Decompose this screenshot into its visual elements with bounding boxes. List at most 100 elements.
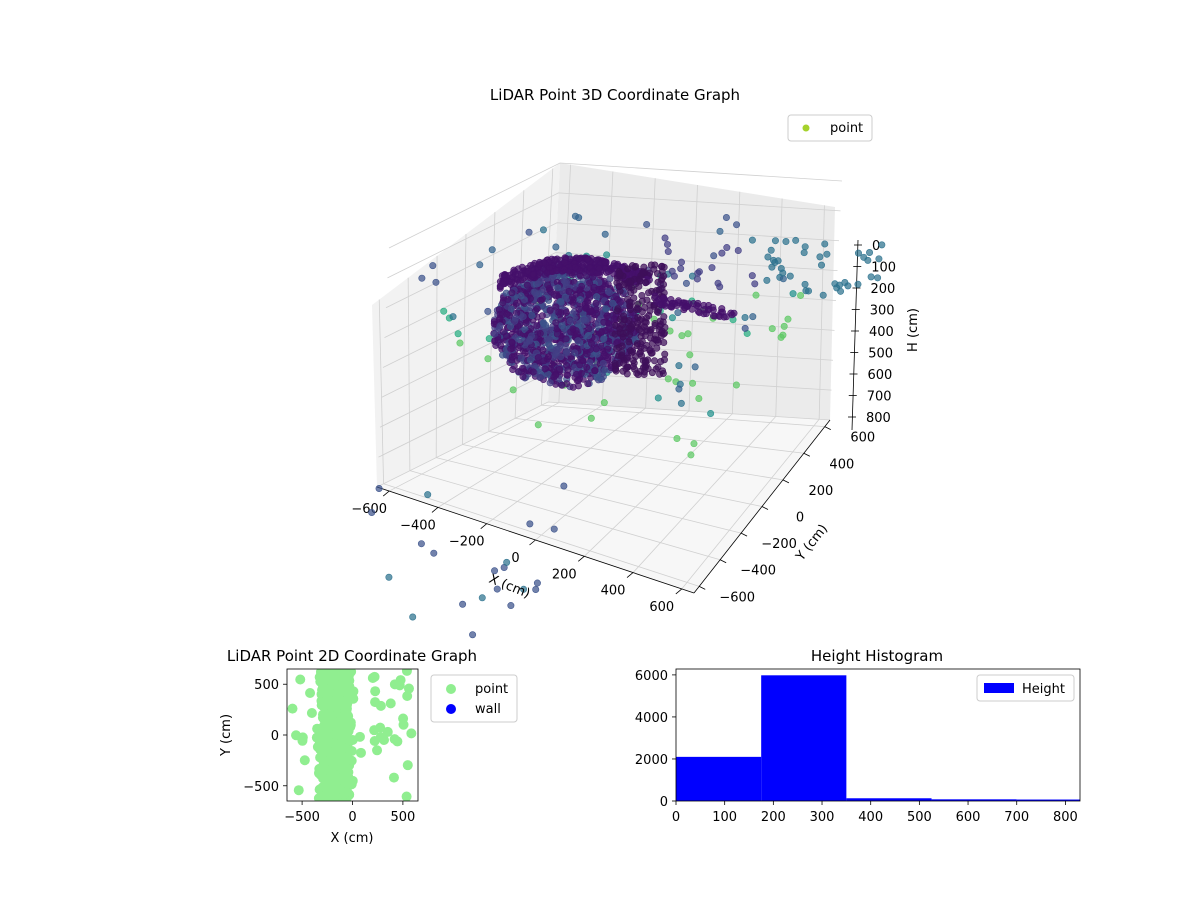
scan-point bbox=[552, 319, 560, 327]
scan-point bbox=[536, 329, 544, 337]
y-tick bbox=[761, 506, 769, 510]
gridline-y-left bbox=[462, 233, 467, 445]
scan-point bbox=[618, 348, 626, 356]
point-2d bbox=[314, 672, 325, 683]
plot-2d-xlabel: X (cm) bbox=[331, 831, 374, 846]
y-tick bbox=[740, 532, 748, 537]
scan-point bbox=[552, 303, 560, 311]
gridline-z bbox=[385, 222, 840, 309]
gridline-y-floor bbox=[462, 444, 763, 507]
scan-point bbox=[586, 279, 594, 287]
scan-point bbox=[504, 295, 512, 303]
scan-point bbox=[503, 310, 511, 318]
scan-point bbox=[499, 280, 507, 288]
scan-point bbox=[560, 482, 568, 490]
scan-point bbox=[609, 299, 617, 307]
scan-point bbox=[540, 357, 548, 365]
gridline-z bbox=[388, 162, 843, 249]
scan-point bbox=[823, 250, 831, 258]
scan-point bbox=[667, 303, 675, 311]
y-tick-label-hist: 4000 bbox=[635, 711, 668, 726]
scan-point bbox=[734, 247, 742, 255]
legend-histogram-box bbox=[976, 674, 1075, 702]
scan-point bbox=[695, 394, 703, 402]
scan-point bbox=[508, 338, 516, 346]
scan-point bbox=[550, 290, 558, 298]
z-tick-label: 100 bbox=[871, 261, 896, 276]
histogram-bar bbox=[846, 798, 932, 801]
scan-point bbox=[875, 255, 883, 263]
scan-point bbox=[385, 573, 393, 581]
scan-point bbox=[555, 261, 563, 269]
scan-point bbox=[508, 353, 516, 361]
gridline-y-floor bbox=[515, 417, 804, 454]
scan-point bbox=[536, 269, 544, 277]
scan-point bbox=[816, 253, 824, 261]
gridline-x-back bbox=[731, 191, 741, 414]
scan-point bbox=[560, 266, 568, 274]
x-tick-label-2d: 0 bbox=[348, 810, 356, 825]
histogram-bar bbox=[761, 675, 847, 801]
plot-2d-ylabel: Y (cm) bbox=[219, 714, 234, 757]
scan-point bbox=[866, 248, 874, 256]
scan-point bbox=[606, 275, 614, 283]
point-2d bbox=[337, 672, 348, 683]
point-2d bbox=[341, 686, 352, 697]
y-tick-label: 0 bbox=[796, 511, 804, 526]
x-tick bbox=[480, 523, 487, 529]
scan-point bbox=[777, 333, 785, 341]
scan-point bbox=[650, 265, 658, 273]
z-tick-label: 700 bbox=[867, 390, 892, 405]
point-2d bbox=[388, 772, 399, 783]
point-2d bbox=[313, 733, 324, 744]
x-tick bbox=[431, 507, 439, 513]
scan-point bbox=[629, 348, 637, 356]
y-tick bbox=[782, 479, 790, 484]
scan-point bbox=[491, 567, 499, 575]
scan-point bbox=[640, 344, 648, 352]
scan-point bbox=[499, 299, 507, 307]
ticks-2d: −500 −500 0 0 500 500 bbox=[243, 678, 415, 825]
ticks-histogram: 0 100 200 300 400 500 600 700 800 0 2000 4000 6000 bbox=[635, 669, 1078, 825]
scan-point bbox=[528, 311, 536, 319]
scan-point bbox=[587, 414, 595, 422]
scan-point bbox=[587, 339, 595, 347]
scan-point bbox=[768, 325, 776, 333]
point-2d bbox=[355, 747, 366, 758]
scan-point bbox=[854, 249, 862, 257]
scan-point bbox=[456, 339, 464, 347]
scan-point bbox=[375, 484, 383, 492]
scan-point bbox=[552, 243, 560, 251]
scan-point bbox=[538, 312, 546, 320]
scan-point bbox=[493, 585, 501, 593]
scan-point bbox=[616, 298, 624, 306]
scan-point bbox=[723, 244, 731, 252]
scan-point bbox=[687, 451, 695, 459]
legend-3d-label-point: point bbox=[830, 121, 863, 136]
y-tick-label: −600 bbox=[719, 590, 755, 605]
scan-point bbox=[574, 337, 582, 345]
scan-point bbox=[844, 282, 852, 290]
x-tick-label: 600 bbox=[649, 600, 674, 615]
x-tick bbox=[382, 490, 390, 497]
point-2d bbox=[389, 734, 400, 745]
z-tick-label: 0 bbox=[872, 239, 880, 254]
point-2d bbox=[372, 745, 383, 756]
scan-point bbox=[603, 251, 611, 259]
scan-point bbox=[595, 264, 603, 272]
scan-point bbox=[591, 367, 599, 375]
scan-point bbox=[524, 267, 532, 275]
legend-2d-marker-point bbox=[446, 684, 456, 694]
point-2d bbox=[401, 669, 412, 676]
scan-point bbox=[533, 290, 541, 298]
scan-point bbox=[658, 284, 666, 292]
scan-point bbox=[512, 299, 520, 307]
plot-3d: LiDAR Point 3D Coordinate Graph −600 −400… bbox=[351, 86, 921, 639]
scan-point bbox=[541, 365, 549, 373]
scan-point bbox=[602, 352, 610, 360]
scan-point bbox=[686, 351, 694, 359]
histogram-bar bbox=[931, 799, 1017, 801]
gridline-y-left bbox=[407, 277, 411, 471]
x-tick bbox=[626, 572, 634, 578]
